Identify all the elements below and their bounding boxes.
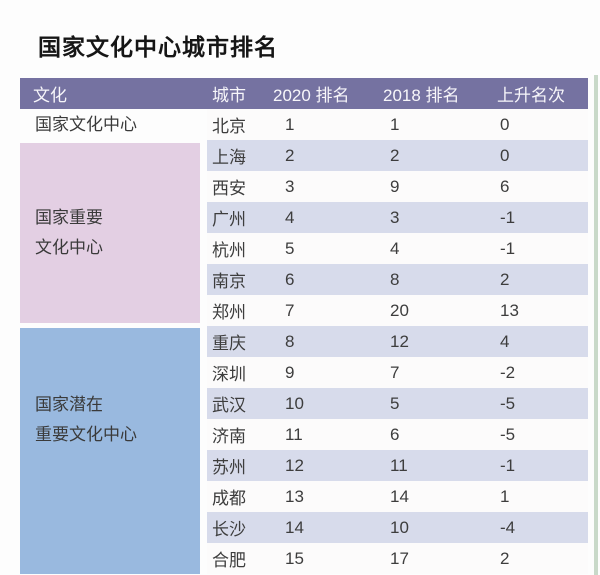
- table-row: 苏州 12 11 -1: [207, 450, 588, 481]
- cell-rank-2020: 9: [285, 362, 295, 382]
- cell-city: 深圳: [212, 365, 246, 384]
- cell-rank-2018: 8: [390, 269, 400, 289]
- cell-rank-2020: 13: [285, 486, 304, 506]
- table-row: 深圳 9 7 -2: [207, 357, 588, 388]
- cell-rank-2018: 2: [390, 145, 400, 165]
- category-label-line: 国家潜在: [35, 395, 103, 414]
- cell-rank-2020: 11: [285, 424, 303, 444]
- cell-city: 北京: [212, 117, 246, 136]
- header-rank-change: 上升名次: [497, 86, 565, 105]
- category-label-line: 重要文化中心: [35, 425, 137, 444]
- cell-rank-2020: 10: [285, 393, 304, 413]
- cell-rank-2020: 7: [285, 300, 295, 320]
- cell-rank-change: -1: [500, 455, 516, 475]
- header-culture: 文化: [33, 86, 67, 105]
- cell-city: 杭州: [212, 241, 246, 260]
- table-row: 武汉 10 5 -5: [207, 388, 588, 419]
- cell-rank-2018: 20: [390, 300, 409, 320]
- table-row: 广州 4 3 -1: [207, 202, 588, 233]
- header-rank-2018: 2018 排名: [383, 86, 460, 105]
- cell-city: 南京: [212, 272, 246, 291]
- ranking-table: 文化 城市 2020 排名 2018 排名 上升名次 国家文化中心 国家重要文化中…: [20, 78, 588, 574]
- cell-rank-change: -2: [500, 362, 516, 382]
- header-city: 城市: [212, 86, 246, 105]
- cell-rank-2018: 11: [390, 455, 408, 475]
- table-body: 国家文化中心 国家重要 文化中心 国家潜在 重要文化中心 北京 1 1 0 上海 2 2 0 西安 3 9 6…: [20, 109, 588, 574]
- table-row: 长沙 14 10 -4: [207, 512, 588, 543]
- cell-city: 西安: [212, 179, 246, 198]
- cell-rank-change: -1: [500, 207, 516, 227]
- cell-rank-2020: 3: [285, 176, 295, 196]
- cell-rank-change: 4: [500, 331, 510, 351]
- table-row: 合肥 15 17 2: [207, 543, 588, 574]
- cell-rank-2018: 5: [390, 393, 400, 413]
- category-label: 国家文化中心: [20, 110, 137, 140]
- cell-rank-change: 2: [500, 548, 510, 568]
- cell-rank-2018: 3: [390, 207, 400, 227]
- cell-rank-2020: 5: [285, 238, 295, 258]
- cell-city: 苏州: [212, 458, 246, 477]
- right-edge-strip: [594, 75, 598, 575]
- table-row: 北京 1 1 0: [207, 109, 588, 140]
- cell-rank-2020: 2: [285, 145, 295, 165]
- cell-rank-2018: 10: [390, 517, 409, 537]
- cell-rank-change: -4: [500, 517, 516, 537]
- cell-city: 广州: [212, 210, 246, 229]
- cell-rank-change: -5: [500, 424, 516, 444]
- cell-rank-change: -5: [500, 393, 516, 413]
- cell-rank-2018: 9: [390, 176, 400, 196]
- table-row: 南京 6 8 2: [207, 264, 588, 295]
- cell-city: 郑州: [212, 303, 246, 322]
- category-column: 国家文化中心 国家重要文化中心国家潜在重要文化中心: [20, 109, 200, 574]
- cell-rank-change: 0: [500, 114, 510, 134]
- cell-city: 重庆: [212, 334, 246, 353]
- cell-rank-2020: 6: [285, 269, 295, 289]
- cell-rank-2018: 6: [390, 424, 400, 444]
- table-row: 西安 3 9 6: [207, 171, 588, 202]
- category-block: 国家潜在重要文化中心: [20, 328, 200, 574]
- table-header-row: 文化 城市 2020 排名 2018 排名 上升名次: [20, 78, 588, 109]
- cell-city: 上海: [212, 148, 246, 167]
- cell-rank-change: 0: [500, 145, 510, 165]
- category-label-line: 国家文化中心: [35, 114, 137, 134]
- table-row: 上海 2 2 0: [207, 140, 588, 171]
- category-label-line: 国家重要: [35, 208, 103, 227]
- page-title: 国家文化中心城市排名: [38, 34, 278, 60]
- category-block: 国家文化中心: [20, 109, 200, 140]
- table-row: 郑州 7 20 13: [207, 295, 588, 326]
- category-label: 国家潜在重要文化中心: [20, 390, 200, 450]
- cell-rank-2020: 12: [285, 455, 304, 475]
- cell-rank-2020: 1: [285, 114, 295, 134]
- cell-city: 济南: [212, 427, 246, 446]
- cell-city: 合肥: [212, 551, 246, 570]
- cell-rank-2018: 14: [390, 486, 409, 506]
- cell-rank-2020: 14: [285, 517, 304, 537]
- cell-rank-2020: 8: [285, 331, 295, 351]
- cell-rank-2018: 1: [390, 114, 400, 134]
- cell-rank-2018: 12: [390, 331, 409, 351]
- table-row: 杭州 5 4 -1: [207, 233, 588, 264]
- cell-rank-change: 2: [500, 269, 510, 289]
- cell-city: 长沙: [212, 520, 246, 539]
- cell-city: 武汉: [212, 396, 246, 415]
- category-label: 国家重要 文化中心: [20, 203, 103, 263]
- cell-rank-2018: 17: [390, 548, 409, 568]
- cell-rank-2020: 4: [285, 207, 295, 227]
- cell-rank-change: -1: [500, 238, 516, 258]
- cell-rank-change: 6: [500, 176, 510, 196]
- table-row: 济南 11 6 -5: [207, 419, 588, 450]
- cell-rank-2020: 15: [285, 548, 304, 568]
- cell-rank-change: 1: [500, 486, 510, 506]
- cell-rank-2018: 7: [390, 362, 400, 382]
- cell-rank-2018: 4: [390, 238, 400, 258]
- table-row: 成都 13 14 1: [207, 481, 588, 512]
- city-rows: 北京 1 1 0 上海 2 2 0 西安 3 9 6 广州 4 3 -1 杭州 5 4 -1 南京 6 8 2 郑州 7 20 13 重…: [207, 109, 588, 574]
- cell-rank-change: 13: [500, 300, 519, 320]
- header-rank-2020: 2020 排名: [273, 86, 350, 105]
- category-block: 国家重要 文化中心: [20, 143, 200, 323]
- cell-city: 成都: [212, 489, 246, 508]
- category-label-line: 文化中心: [35, 238, 103, 257]
- table-row: 重庆 8 12 4: [207, 326, 588, 357]
